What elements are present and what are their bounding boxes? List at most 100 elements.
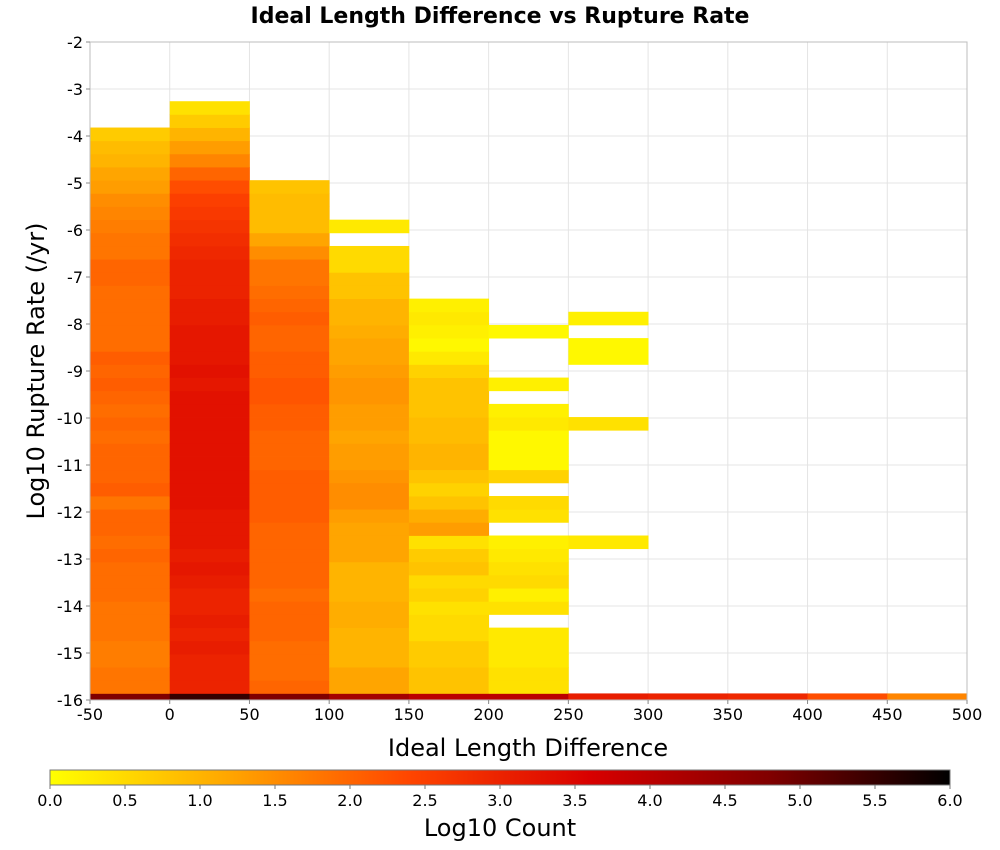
heatmap-cell — [169, 522, 250, 536]
colorbar-tick-label: 2.0 — [337, 791, 362, 810]
heatmap-cell — [408, 653, 490, 668]
heatmap-cell — [807, 693, 888, 701]
heatmap-cell — [90, 127, 171, 142]
heatmap-cell — [249, 627, 330, 642]
heatmap-cell — [90, 443, 171, 457]
x-tick-label: 50 — [239, 705, 259, 724]
colorbar-tick-label: 5.0 — [787, 791, 812, 810]
x-tick-label: 200 — [473, 705, 504, 724]
heatmap-cell — [90, 469, 171, 484]
heatmap-cell — [329, 245, 410, 260]
heatmap-cell — [329, 390, 410, 405]
heatmap-cell — [488, 403, 569, 418]
y-tick-label: -3 — [67, 80, 83, 99]
heatmap-cell — [169, 430, 250, 444]
heatmap-cell — [249, 693, 330, 701]
heatmap-cell — [169, 509, 250, 523]
y-tick-label: -2 — [67, 33, 83, 52]
heatmap-cell — [249, 272, 330, 286]
heatmap-cell — [90, 680, 171, 694]
heatmap-cell — [90, 574, 171, 589]
heatmap-cell — [169, 680, 250, 694]
y-tick-label: -15 — [57, 644, 83, 663]
heatmap-cell — [249, 219, 330, 234]
heatmap-cell — [169, 417, 250, 431]
heatmap-cell — [249, 338, 330, 352]
heatmap-cell — [488, 417, 569, 431]
heatmap-cell — [408, 482, 490, 497]
heatmap-cell — [90, 206, 171, 221]
y-tick-label: -4 — [67, 127, 83, 146]
heatmap-cell — [249, 206, 330, 221]
heatmap-cell — [169, 403, 250, 418]
x-tick-label: 150 — [394, 705, 425, 724]
heatmap-cell — [169, 259, 250, 273]
heatmap-cell — [169, 469, 250, 484]
heatmap-cell — [329, 338, 410, 352]
y-tick-label: -12 — [57, 503, 83, 522]
colorbar-tick-label: 6.0 — [937, 791, 962, 810]
heatmap-cell — [169, 101, 250, 115]
heatmap-cell — [249, 417, 330, 431]
heatmap-cell — [90, 311, 171, 326]
heatmap-cell — [329, 601, 410, 615]
heatmap-cell — [329, 693, 410, 701]
heatmap-cell — [90, 140, 171, 155]
heatmap-cell — [408, 311, 490, 326]
heatmap-cell — [169, 640, 250, 655]
heatmap-cell — [90, 167, 171, 181]
heatmap-cell — [249, 667, 330, 681]
y-tick-label: -13 — [57, 550, 83, 569]
heatmap-cell — [249, 456, 330, 471]
heatmap-cell — [169, 338, 250, 352]
heatmap-cell — [329, 588, 410, 602]
heatmap-cell — [488, 640, 569, 655]
heatmap-cell — [169, 180, 250, 194]
heatmap-cell — [90, 153, 171, 168]
heatmap-cell — [249, 180, 330, 194]
heatmap-cell — [169, 693, 250, 701]
heatmap-cell — [169, 601, 250, 615]
heatmap-cell — [488, 377, 569, 392]
heatmap-cell — [329, 614, 410, 629]
heatmap-cell — [488, 430, 569, 444]
heatmap-cell — [169, 574, 250, 589]
y-tick-label: -7 — [67, 268, 83, 287]
heatmap-cell — [169, 390, 250, 405]
heatmap-cell — [169, 311, 250, 326]
heatmap-cell — [90, 390, 171, 405]
heatmap-cell — [249, 364, 330, 378]
heatmap-cell — [329, 403, 410, 418]
heatmap-cell — [169, 153, 250, 168]
heatmap-cell — [408, 351, 490, 365]
heatmap-cell — [408, 377, 490, 392]
heatmap-cell — [90, 193, 171, 207]
heatmap-cell — [249, 482, 330, 497]
heatmap-cell — [568, 338, 649, 352]
heatmap-cell — [169, 127, 250, 142]
y-tick-label: -9 — [67, 362, 83, 381]
colorbar-tick-label: 1.0 — [187, 791, 212, 810]
heatmap-cell — [329, 535, 410, 550]
heatmap-cell — [169, 245, 250, 260]
heatmap-cell — [329, 496, 410, 510]
heatmap-cell — [488, 574, 569, 589]
x-tick-label: 250 — [553, 705, 584, 724]
heatmap-cell — [249, 324, 330, 339]
heatmap-cell — [648, 693, 729, 701]
heatmap-cell — [568, 693, 649, 701]
heatmap-cell — [90, 219, 171, 234]
heatmap-cell — [169, 140, 250, 155]
heatmap-cell — [329, 219, 410, 234]
heatmap-cell — [488, 601, 569, 615]
heatmap-cell — [408, 298, 490, 313]
heatmap-cell — [329, 298, 410, 313]
x-axis-ticks: -50 0 50 100 150 200 250 300 350 400 450 500 — [77, 700, 982, 724]
heatmap-cell — [329, 653, 410, 668]
heatmap-cell — [90, 653, 171, 668]
heatmap-cell — [249, 193, 330, 207]
heatmap-cell — [249, 245, 330, 260]
heatmap-cell — [169, 364, 250, 378]
heatmap-cell — [408, 522, 490, 536]
heatmap-cell — [488, 627, 569, 642]
